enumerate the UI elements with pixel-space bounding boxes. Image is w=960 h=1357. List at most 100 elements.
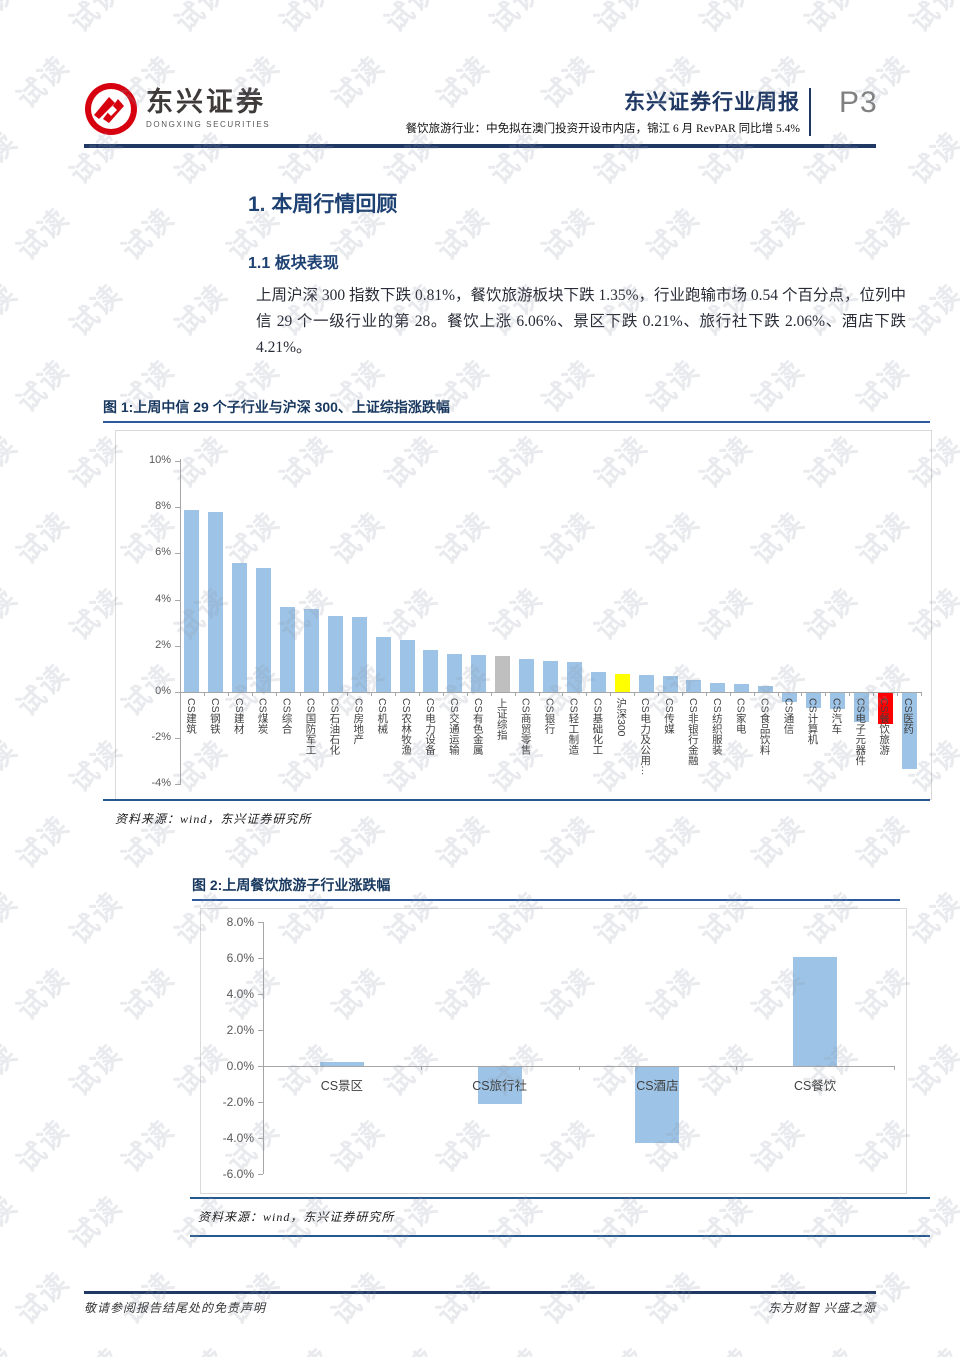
y-tick-label: 8.0% bbox=[226, 915, 254, 929]
dongxing-logo-icon bbox=[84, 82, 138, 136]
watermark-text: 试读 bbox=[378, 0, 444, 39]
watermark-text: 试读 bbox=[955, 1113, 960, 1179]
x-tick-mark bbox=[825, 692, 827, 696]
figure2-bottom-rule bbox=[190, 1235, 930, 1237]
y-tick-mark bbox=[258, 958, 263, 959]
report-type-title: 东兴证券行业周报 bbox=[624, 91, 800, 114]
bar bbox=[447, 653, 463, 692]
y-tick-label: 8% bbox=[155, 500, 171, 513]
watermark-text: 试读 bbox=[0, 125, 24, 191]
y-tick-mark bbox=[175, 738, 180, 740]
watermark-text: 试读 bbox=[955, 961, 960, 1027]
x-tick-mark bbox=[180, 692, 181, 696]
bar bbox=[303, 608, 319, 692]
x-tick-mark bbox=[251, 692, 253, 696]
watermark-text: 试读 bbox=[0, 581, 24, 647]
company-logo: 东兴证券 DONGXING SECURITIES bbox=[84, 82, 270, 136]
x-tick-mark bbox=[490, 692, 492, 696]
subsection-heading: 1.1 板块表现 bbox=[248, 255, 339, 272]
y-tick-mark bbox=[175, 461, 180, 462]
y-tick-label: -4.0% bbox=[222, 1131, 254, 1145]
x-tick-mark bbox=[203, 692, 205, 696]
watermark-text: 试读 bbox=[63, 1189, 129, 1255]
watermark-text: 试读 bbox=[375, 1338, 446, 1357]
figure1-bottom-rule bbox=[103, 799, 930, 801]
bar bbox=[351, 616, 367, 692]
x-axis-label: CS综合 bbox=[280, 698, 293, 734]
watermark-text: 试读 bbox=[535, 1265, 601, 1331]
watermark-text: 试读 bbox=[693, 0, 759, 39]
x-tick-mark bbox=[578, 1066, 580, 1070]
y-tick-label: -2% bbox=[151, 731, 171, 744]
x-tick-mark bbox=[263, 1066, 264, 1070]
y-tick-mark bbox=[258, 1030, 263, 1031]
watermark-text: 试读 bbox=[745, 201, 811, 267]
watermark-text: 试读 bbox=[850, 809, 916, 875]
y-tick-mark bbox=[258, 994, 263, 995]
watermark-text: 试读 bbox=[270, 1338, 341, 1357]
watermark-text: 试读 bbox=[10, 657, 76, 723]
y-tick-label: 6% bbox=[155, 546, 171, 559]
x-axis-label: CS旅行社 bbox=[472, 1079, 528, 1093]
bar bbox=[477, 1067, 522, 1105]
y-tick-mark bbox=[175, 553, 180, 555]
bar bbox=[635, 1067, 680, 1143]
footer-slogan: 东方财智 兴盛之源 bbox=[767, 1301, 876, 1315]
x-tick-mark bbox=[323, 692, 325, 696]
watermark-text: 试读 bbox=[955, 809, 960, 875]
bar bbox=[686, 680, 702, 692]
watermark-text: 试读 bbox=[10, 1113, 76, 1179]
x-tick-mark bbox=[538, 692, 540, 696]
x-axis-label: CS非银行金融 bbox=[686, 698, 699, 766]
y-tick-label: 0% bbox=[155, 685, 171, 697]
x-axis-label: CS国防军工 bbox=[304, 698, 317, 755]
page-number: P3 bbox=[839, 86, 878, 119]
x-tick-mark bbox=[753, 692, 755, 696]
logo-text-en: DONGXING SECURITIES bbox=[146, 120, 271, 129]
x-tick-mark bbox=[658, 692, 660, 696]
x-axis-label: CS景区 bbox=[320, 1079, 364, 1093]
bar bbox=[734, 683, 750, 692]
watermark-text: 试读 bbox=[168, 277, 234, 343]
watermark-text: 试读 bbox=[273, 125, 339, 191]
x-axis-label: CS钢铁 bbox=[208, 698, 221, 734]
x-axis-label: CS房地产 bbox=[352, 698, 365, 745]
watermark-text: 试读 bbox=[900, 1338, 960, 1357]
x-tick-mark bbox=[897, 692, 899, 696]
watermark-text: 试读 bbox=[10, 49, 76, 115]
bar bbox=[590, 672, 606, 692]
watermark-text: 试读 bbox=[588, 0, 654, 39]
bar bbox=[877, 693, 893, 725]
figure1-bar-chart: 10% 8% 6% 4% 2% 0% -2% -4% CS建筑 CS钢铁 CS建材 CS煤炭 CS综合 C… bbox=[115, 430, 932, 800]
x-axis-label: CS餐饮旅游 bbox=[878, 698, 891, 755]
x-tick-mark bbox=[801, 692, 803, 696]
figure2-source-note: 资料来源：wind，东兴证券研究所 bbox=[198, 1210, 395, 1224]
watermark-text: 试读 bbox=[798, 0, 864, 39]
watermark-text: 试读 bbox=[115, 1113, 181, 1179]
watermark-text: 试读 bbox=[63, 0, 129, 39]
bar bbox=[232, 562, 248, 692]
watermark-text: 试读 bbox=[430, 809, 496, 875]
footer-disclaimer: 敬请参阅报告结尾处的免责声明 bbox=[84, 1301, 267, 1315]
watermark-text: 试读 bbox=[430, 49, 496, 115]
watermark-text: 试读 bbox=[0, 277, 24, 343]
x-tick-mark bbox=[873, 692, 875, 696]
x-tick-mark bbox=[729, 692, 731, 696]
bar bbox=[543, 660, 558, 692]
bar bbox=[423, 650, 439, 692]
y-axis-line bbox=[263, 922, 264, 1174]
section-heading: 1. 本周行情回顾 bbox=[248, 193, 398, 216]
watermark-text: 试读 bbox=[0, 1338, 25, 1357]
y-tick-label: 0.0% bbox=[226, 1059, 254, 1073]
y-tick-mark bbox=[258, 1138, 263, 1139]
bar bbox=[901, 693, 917, 770]
x-axis-label: 沪深300 bbox=[615, 698, 628, 737]
watermark-text: 试读 bbox=[903, 885, 960, 951]
y-tick-mark bbox=[175, 599, 180, 601]
bar bbox=[638, 674, 654, 692]
watermark-text: 试读 bbox=[903, 125, 960, 191]
x-tick-mark bbox=[514, 692, 516, 696]
x-tick-mark bbox=[849, 692, 851, 696]
header-divider bbox=[809, 88, 811, 136]
